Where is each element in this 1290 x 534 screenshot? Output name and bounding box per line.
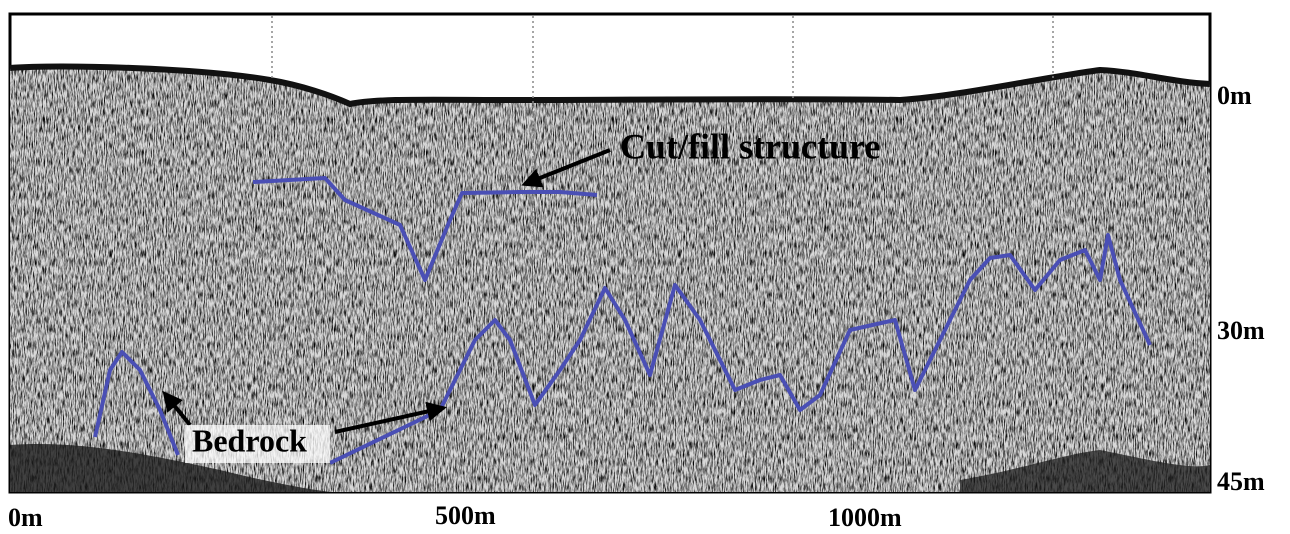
distance-label: 1000m [828,503,902,532]
seismic-texture [10,66,1210,492]
label-backdrop [185,425,330,463]
grid-lines [271,16,1054,240]
seafloor [9,63,1211,108]
depth-label: 30m [1217,316,1265,345]
distance-label: 0m [8,503,43,532]
annotation: Bedrock [192,422,307,458]
depth-label: 45m [1217,467,1265,496]
arrows [162,148,611,434]
depth-label: 0m [1217,81,1252,110]
distance-label: 500m [435,501,496,530]
annotation: Cut/fill structure [620,126,880,166]
reflector-lines [93,176,1152,465]
